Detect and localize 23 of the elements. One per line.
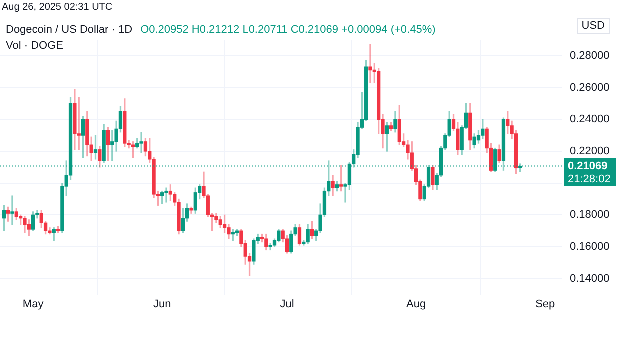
text: O0.20952 H0.21212 L0.20711 C0.21069 +0.00094 (+0.45%) bbox=[140, 24, 436, 36]
ref-line-label: 0.21069 bbox=[568, 160, 608, 172]
annotation: Vol · DOGE bbox=[6, 40, 64, 52]
text: Aug 26, 2025 02:31 UTC bbox=[2, 2, 113, 13]
x-tick-label: Sep bbox=[536, 298, 556, 310]
x-tick-label: Jun bbox=[153, 298, 172, 310]
y-tick-label: 0.26000 bbox=[570, 82, 610, 94]
y-axis-title: USD bbox=[576, 18, 610, 34]
x-tick-label: Aug bbox=[406, 298, 426, 310]
y-tick-label: 0.18000 bbox=[570, 209, 610, 222]
y-tick-label: 0.28000 bbox=[570, 50, 610, 62]
candlestick bbox=[10, 196, 14, 226]
candlestick bbox=[368, 44, 372, 84]
x-tick-label: May bbox=[22, 298, 44, 310]
y-tick-label: 0.22000 bbox=[570, 146, 610, 158]
chart-title: Dogecoin / US Dollar · 1D bbox=[6, 24, 133, 36]
candlestick bbox=[164, 188, 168, 203]
y-tick-label: 0.14000 bbox=[570, 272, 610, 285]
text: 21:28:02 bbox=[568, 173, 611, 186]
y-tick-label: 0.16000 bbox=[570, 241, 610, 254]
y-tick-label: 0.24000 bbox=[570, 114, 610, 126]
x-tick-label: Jul bbox=[280, 298, 294, 310]
candlestick bbox=[140, 132, 144, 154]
